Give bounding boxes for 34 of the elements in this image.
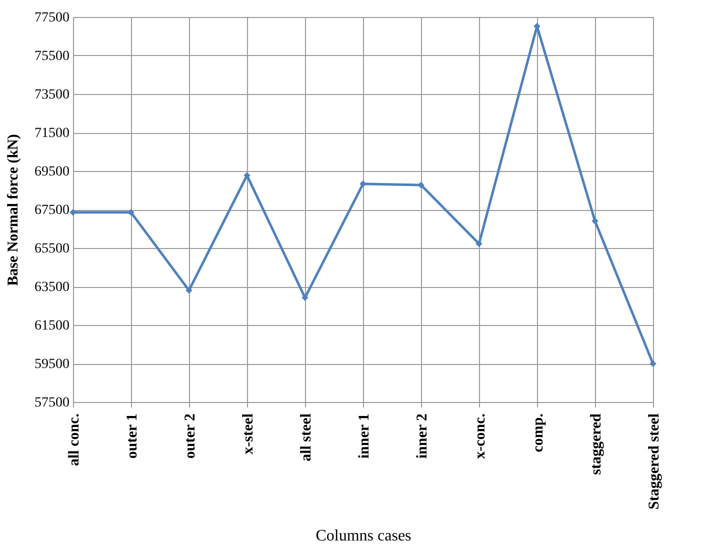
x-tick-label: inner 1: [356, 414, 372, 459]
x-tick-label: staggered: [588, 412, 604, 475]
point: [128, 209, 134, 216]
y-tick-label: 71500: [34, 126, 70, 141]
point: [186, 286, 192, 294]
y-axis-title: Base Normal force (kN): [6, 134, 22, 286]
x-tick-label: comp.: [530, 413, 546, 452]
point: [244, 172, 250, 179]
x-tick-label: inner 2: [414, 414, 430, 459]
y-tick-label: 69500: [34, 164, 70, 180]
x-tick-label: outer 2: [182, 414, 198, 459]
y-tick-label: 63500: [34, 280, 70, 295]
x-tick-label: Staggered steel: [646, 414, 662, 510]
x-tick-label: x-steel: [240, 414, 256, 454]
y-tick-label: 61500: [34, 318, 70, 334]
x-tick-label: all steel: [298, 414, 314, 462]
y-tick-label: 67500: [34, 203, 70, 218]
point: [650, 360, 656, 368]
x-axis-title: Columns cases: [316, 527, 412, 544]
point: [592, 218, 598, 224]
point: [302, 294, 308, 302]
y-tick-label: 59500: [34, 357, 70, 372]
y-tick-label: 75500: [34, 49, 70, 64]
x-tick-label: all conc.: [66, 413, 82, 466]
point: [418, 182, 424, 188]
y-tick-label: 57500: [34, 396, 70, 410]
y-tick-label: 65500: [34, 242, 70, 256]
point: [70, 209, 76, 216]
y-tick-label: 73500: [34, 88, 70, 102]
point: [476, 240, 482, 248]
y-tick-label: 77500: [34, 10, 70, 26]
x-tick-label: outer 1: [124, 414, 140, 459]
x-tick-label: x-conc.: [472, 413, 488, 459]
point: [360, 180, 366, 188]
